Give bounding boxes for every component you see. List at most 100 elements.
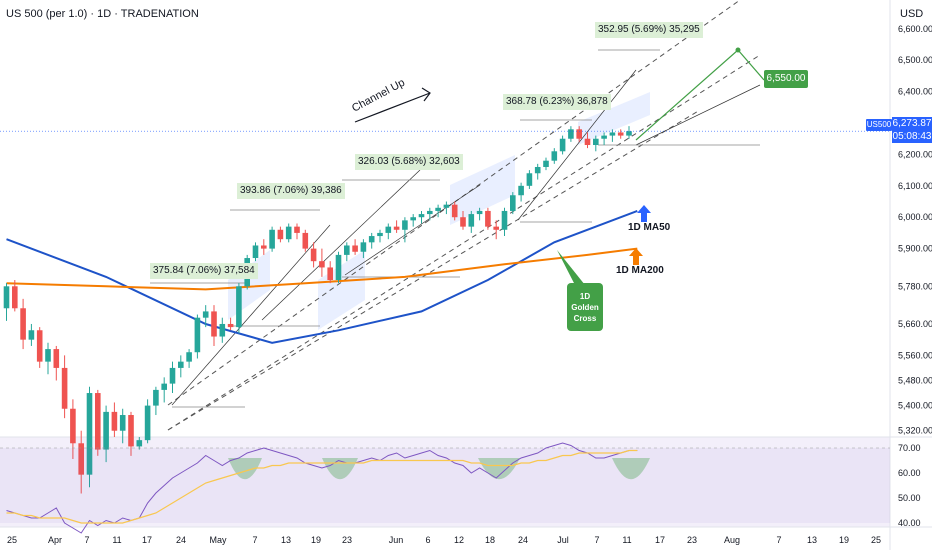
candle-body bbox=[169, 367, 176, 384]
candle-body bbox=[335, 254, 342, 281]
candle-body bbox=[543, 160, 549, 167]
time-axis-tick: 23 bbox=[342, 535, 352, 545]
interval-label: 1D bbox=[97, 8, 112, 20]
time-axis-tick: 24 bbox=[518, 535, 528, 545]
candle-body bbox=[277, 229, 284, 240]
measure-label-1[interactable]: 375.84 (7.06%) 37,584 bbox=[150, 263, 258, 279]
candle-body bbox=[485, 210, 491, 227]
rsi-ma-line bbox=[6, 449, 638, 524]
time-axis-tick: 7 bbox=[84, 535, 89, 545]
candle-body bbox=[344, 245, 350, 255]
ma50-label[interactable]: 1D MA50 bbox=[628, 222, 671, 233]
candle-body bbox=[219, 323, 226, 337]
candle-body bbox=[468, 214, 475, 227]
rsi-axis-tick: 40.00 bbox=[898, 518, 921, 528]
ma200-label[interactable]: 1D MA200 bbox=[616, 265, 664, 276]
candle-body bbox=[128, 415, 134, 447]
rsi-band bbox=[0, 448, 890, 523]
price-axis-tick: 6,100.00 bbox=[898, 181, 932, 191]
ma50-arrow-icon bbox=[637, 205, 651, 222]
trend-line-1 bbox=[171, 224, 331, 406]
rsi-axis-tick: 60.00 bbox=[898, 468, 921, 478]
source-label: TRADENATION bbox=[120, 8, 199, 20]
rsi-axis-tick: 70.00 bbox=[898, 443, 921, 453]
time-axis-tick: 23 bbox=[687, 535, 697, 545]
symbol-header: US 500 (per 1.0) · 1D · TRADENATION bbox=[6, 8, 199, 20]
price-axis-tick: 5,560.00 bbox=[898, 350, 932, 360]
time-axis-tick: Jun bbox=[389, 535, 404, 545]
time-axis-tick: 11 bbox=[112, 535, 121, 545]
candle-body bbox=[294, 226, 300, 233]
time-axis-tick: 17 bbox=[655, 535, 665, 545]
candle-body bbox=[136, 440, 143, 447]
current-price-tag: 6,273.87 05:08:43 bbox=[892, 117, 932, 143]
candle-body bbox=[269, 229, 275, 249]
time-axis-tick: Aug bbox=[724, 535, 740, 545]
price-axis-tick: 5,400.00 bbox=[898, 401, 932, 411]
rsi-trough-zone-4 bbox=[612, 458, 650, 480]
candle-body bbox=[476, 210, 483, 215]
candle-body bbox=[111, 411, 118, 431]
candle-body bbox=[501, 210, 508, 230]
golden-cross-line-3: Cross bbox=[573, 314, 597, 323]
time-axis-tick: 24 bbox=[176, 535, 186, 545]
consolidation-zone-4 bbox=[578, 92, 650, 145]
current-price: 6,273.87 bbox=[892, 118, 932, 129]
candle-body bbox=[551, 151, 558, 161]
time-axis-tick: 12 bbox=[454, 535, 464, 545]
candle-body bbox=[451, 204, 458, 218]
time-axis-tick: 18 bbox=[485, 535, 495, 545]
measure-label-2[interactable]: 393.86 (7.06%) 39,386 bbox=[237, 183, 345, 199]
candle-body bbox=[45, 349, 51, 362]
price-axis-tick: 5,480.00 bbox=[898, 375, 932, 385]
price-axis-tick: 5,780.00 bbox=[898, 281, 932, 291]
candle-body bbox=[510, 195, 516, 211]
time-axis-tick: 13 bbox=[281, 535, 291, 545]
price-axis-tick: 5,900.00 bbox=[898, 244, 932, 254]
price-axis-tick: 6,500.00 bbox=[898, 55, 932, 65]
candle-body bbox=[385, 226, 392, 233]
golden-cross-pointer bbox=[557, 250, 585, 285]
candle-body bbox=[493, 226, 499, 230]
candle-body bbox=[12, 286, 18, 309]
measure-label-3[interactable]: 326.03 (5.68%) 32,603 bbox=[355, 154, 463, 170]
candle-body bbox=[319, 261, 325, 268]
candle-body bbox=[576, 129, 582, 139]
candle-body bbox=[103, 411, 109, 450]
candle-body bbox=[402, 220, 408, 230]
candle-body bbox=[3, 286, 10, 309]
currency-label[interactable]: USD bbox=[900, 8, 924, 20]
candle-body bbox=[593, 138, 599, 146]
price-axis-tick: 5,320.00 bbox=[898, 426, 932, 436]
ma50-line bbox=[6, 209, 638, 344]
time-axis-tick: 7 bbox=[252, 535, 257, 545]
time-axis-tick: 7 bbox=[776, 535, 781, 545]
channel-arrow-line bbox=[354, 92, 431, 123]
candle-body bbox=[584, 138, 591, 146]
rsi-line bbox=[6, 442, 638, 534]
measure-label-5[interactable]: 352.95 (5.69%) 35,295 bbox=[595, 22, 703, 38]
candle-body bbox=[601, 135, 607, 139]
time-axis-tick: 7 bbox=[594, 535, 599, 545]
rsi-panel bbox=[0, 437, 890, 527]
time-axis-tick: 6 bbox=[425, 535, 430, 545]
time-axis-tick: 17 bbox=[142, 535, 152, 545]
channel-mid-line bbox=[167, 54, 761, 431]
projection-target-point bbox=[735, 47, 741, 53]
price-axis-tick: 6,200.00 bbox=[898, 149, 932, 159]
candle-body bbox=[153, 389, 159, 406]
candle-body bbox=[368, 236, 375, 243]
candle-body bbox=[609, 132, 616, 136]
candle-body bbox=[194, 317, 201, 353]
ma200-arrow-icon bbox=[629, 248, 643, 265]
channel-lower-line bbox=[167, 109, 701, 431]
trend-line-2 bbox=[261, 169, 421, 321]
candle-body bbox=[568, 129, 574, 139]
target-price-label[interactable]: 6,550.00 bbox=[764, 70, 808, 88]
measure-label-4[interactable]: 368.78 (6.23%) 36,878 bbox=[503, 94, 611, 110]
candle-body bbox=[443, 204, 450, 208]
candle-body bbox=[227, 323, 234, 328]
golden-cross-label[interactable]: 1D Golden Cross bbox=[567, 283, 603, 331]
